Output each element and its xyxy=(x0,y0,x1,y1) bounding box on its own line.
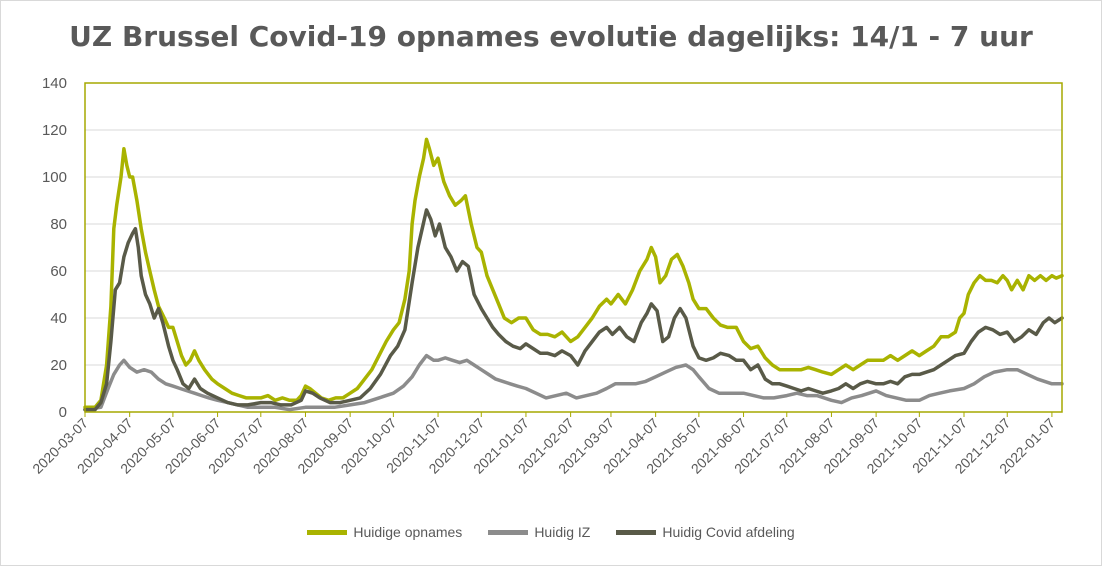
series-lines xyxy=(83,137,1064,412)
legend: Huidige opnames Huidig IZ Huidig Covid a… xyxy=(0,524,1102,540)
gridlines xyxy=(85,129,1062,366)
legend-swatch-huidige-opnames xyxy=(307,529,348,535)
legend-item-huidig-iz: Huidig IZ xyxy=(488,524,590,540)
y-tick-label: 40 xyxy=(50,310,67,327)
y-axis: 0 20 40 60 80 100 120 140 xyxy=(42,75,67,421)
legend-item-huidige-opnames: Huidige opnames xyxy=(307,524,462,540)
legend-label-huidig-iz: Huidig IZ xyxy=(534,524,591,540)
legend-item-huidig-covid-afdeling: Huidig Covid afdeling xyxy=(616,524,795,540)
x-axis: 2020-03-072020-04-072020-05-072020-06-07… xyxy=(29,412,1058,477)
y-tick-label: 0 xyxy=(59,404,67,421)
y-tick-label: 100 xyxy=(42,169,67,186)
series-line-huidige-opnames xyxy=(83,137,1064,410)
y-tick-label: 20 xyxy=(50,357,67,374)
legend-label-huidig-covid-afdeling: Huidig Covid afdeling xyxy=(662,524,795,540)
plot-area-border xyxy=(84,82,1063,413)
y-tick-label: 140 xyxy=(42,75,67,92)
y-tick-label: 80 xyxy=(50,216,67,233)
chart-title: UZ Brussel Covid-19 opnames evolutie dag… xyxy=(69,20,1033,53)
legend-label-huidige-opnames: Huidige opnames xyxy=(353,524,463,540)
legend-swatch-huidig-iz xyxy=(488,529,529,535)
y-tick-label: 60 xyxy=(50,263,67,280)
series-line-huidig-covid-afdeling xyxy=(83,208,1064,412)
y-tick-label: 120 xyxy=(42,122,67,139)
legend-swatch-huidig-covid-afdeling xyxy=(616,529,657,535)
series-line-huidig-iz xyxy=(83,353,1064,412)
